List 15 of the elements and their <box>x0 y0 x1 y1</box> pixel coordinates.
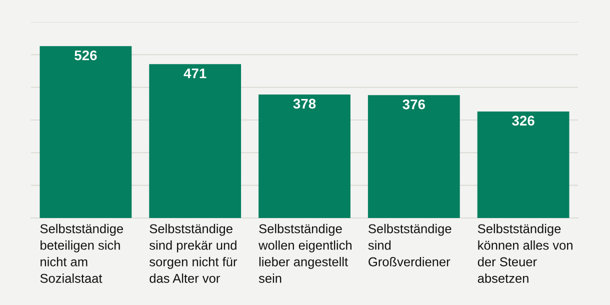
x-tick-label: Selbstständige können alles von der Steuer absetzen <box>478 224 572 283</box>
bar <box>258 94 350 218</box>
x-tick-label: Selbstständige beteiligen sich nicht am Sozialstaat <box>40 224 124 283</box>
x-tick-label: Selbstständige sind prekär und sorgen nicht für das Alter vor <box>150 224 238 283</box>
data-label: 376 <box>402 99 425 110</box>
bar <box>477 112 570 218</box>
bar <box>368 95 460 218</box>
x-tick-label: Selbstständige sind Großverdiener <box>368 224 452 266</box>
data-label: 471 <box>184 68 206 78</box>
data-label: 326 <box>512 116 534 126</box>
bar <box>149 64 242 218</box>
x-tick-label: Selbstständige wollen eigentlich lieber angestellt sein <box>258 224 352 283</box>
data-label: 378 <box>293 98 316 109</box>
data-label: 526 <box>74 50 97 60</box>
bar <box>40 46 132 218</box>
